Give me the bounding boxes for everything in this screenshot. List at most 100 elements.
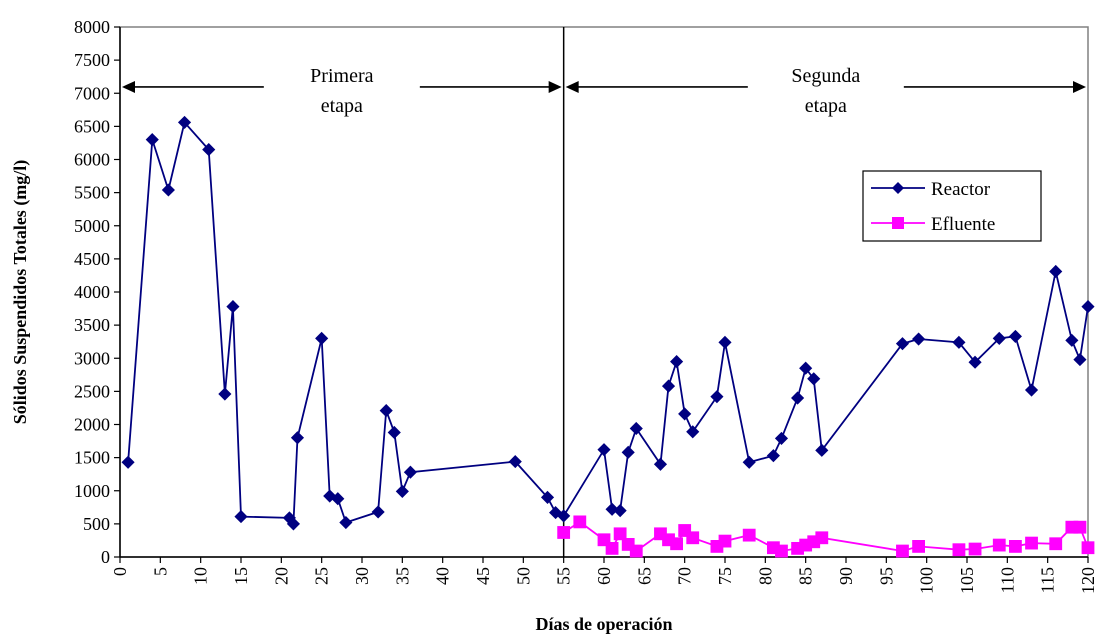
data-point [508, 455, 522, 469]
data-point [661, 379, 676, 393]
legend-box [862, 170, 1042, 242]
data-point [379, 404, 393, 418]
data-point [815, 443, 829, 457]
annotation-arrowhead [1073, 80, 1086, 93]
data-point [670, 537, 683, 551]
data-point [371, 505, 385, 519]
data-point [912, 332, 926, 346]
series-reactor [121, 115, 1095, 531]
x-axis-ticks: 0 5 10 15 20 25 30 35 40 45 50 55 60 65 70 75 80 85 90 95 10… [110, 557, 1098, 594]
x-tick-label: 0 [110, 567, 130, 576]
data-point [766, 449, 780, 463]
x-tick-label: 95 [876, 567, 896, 585]
x-tick-label: 110 [997, 567, 1017, 593]
data-point [670, 354, 684, 369]
x-tick-label: 10 [191, 567, 211, 585]
data-point [791, 391, 805, 405]
x-tick-label: 90 [836, 567, 856, 585]
data-point [629, 544, 643, 558]
annotation-label: Primera [310, 65, 373, 87]
data-point [742, 455, 756, 469]
data-point [339, 515, 353, 530]
data-point [686, 425, 700, 439]
x-tick-label: 115 [1038, 567, 1058, 593]
data-point [742, 528, 756, 542]
y-tick-label: 6000 [74, 150, 110, 170]
data-point [629, 421, 643, 436]
data-point [395, 484, 409, 498]
x-tick-label: 80 [755, 567, 775, 585]
x-tick-label: 5 [150, 567, 170, 576]
data-point [1008, 329, 1022, 343]
data-point [621, 445, 635, 459]
data-point [992, 331, 1006, 345]
legend-marker [892, 182, 904, 194]
data-point [161, 183, 175, 197]
x-tick-label: 55 [554, 567, 574, 585]
y-tick-label: 4000 [74, 282, 110, 302]
data-point [1049, 264, 1063, 279]
y-tick-label: 3000 [74, 348, 110, 368]
x-tick-label: 75 [715, 567, 735, 585]
data-point [613, 504, 627, 518]
x-tick-label: 40 [433, 567, 453, 585]
legend: Reactor Efluente [862, 170, 1042, 242]
data-point [968, 542, 982, 556]
data-point [1081, 541, 1095, 555]
y-tick-label: 5000 [74, 216, 110, 236]
data-point [315, 331, 329, 345]
data-point [145, 133, 159, 147]
y-tick-label: 4500 [74, 249, 110, 269]
y-tick-label: 5500 [74, 183, 110, 203]
x-tick-label: 60 [594, 567, 614, 585]
data-point [557, 509, 571, 523]
data-point [234, 510, 248, 524]
annotation-label: etapa [805, 95, 847, 117]
annotation-arrowhead [122, 80, 135, 93]
data-point [968, 355, 982, 369]
y-axis-ticks: 0 500 1000 1500 2000 2500 3000 3500 4000 4500 5000… [74, 17, 120, 567]
data-point [331, 492, 345, 506]
data-point [290, 431, 305, 445]
y-tick-label: 7000 [74, 83, 110, 103]
stage-annotations: Primera etapa Segunda etapa [122, 65, 1086, 117]
data-point [286, 517, 300, 531]
y-tick-label: 8000 [74, 17, 110, 37]
x-tick-label: 50 [513, 567, 533, 585]
plot-area [119, 26, 1089, 558]
data-point [218, 387, 232, 401]
data-point [605, 502, 619, 516]
data-point [718, 335, 732, 349]
data-point [807, 372, 821, 386]
data-point [775, 544, 788, 558]
x-tick-label: 15 [231, 567, 251, 585]
data-point [1065, 333, 1079, 347]
data-point [799, 361, 813, 375]
data-point [177, 115, 192, 129]
annotation-label: Segunda [791, 65, 860, 87]
data-point [912, 540, 925, 553]
data-point [202, 142, 216, 157]
data-point [686, 531, 700, 545]
legend-label: Reactor [931, 179, 991, 200]
x-tick-label: 100 [917, 567, 937, 594]
series-layer [121, 115, 1095, 558]
x-tick-label: 105 [957, 567, 977, 594]
x-axis-title: Días de operación [536, 614, 673, 634]
data-point [1073, 520, 1087, 534]
data-point [557, 526, 571, 539]
data-point [121, 455, 135, 469]
y-axis-title: Sólidos Suspendidos Totales (mg/l) [10, 160, 31, 425]
data-point [1024, 383, 1039, 397]
y-tick-label: 2000 [74, 415, 110, 435]
x-tick-label: 45 [473, 567, 493, 585]
data-point [540, 490, 555, 504]
series-efluente [557, 515, 1095, 558]
y-tick-label: 1500 [74, 448, 110, 468]
data-point [573, 515, 587, 529]
legend-label: Efluente [931, 214, 995, 235]
data-point [718, 534, 732, 548]
data-point [710, 390, 724, 404]
y-tick-label: 1000 [74, 481, 110, 501]
data-point [387, 425, 401, 440]
